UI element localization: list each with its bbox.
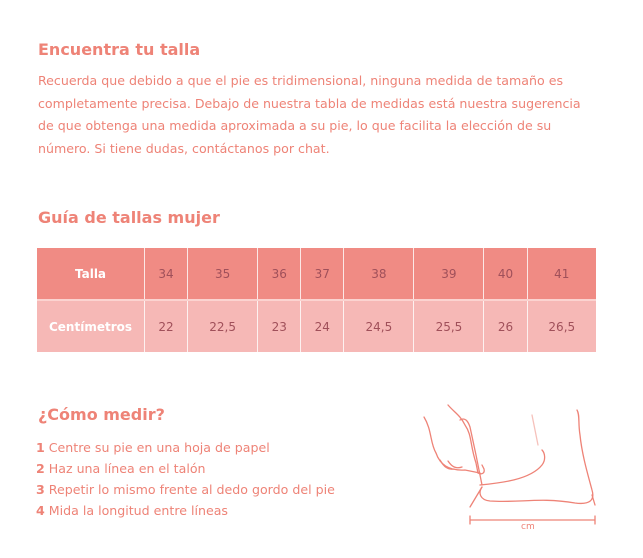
size-cell: 41 — [526, 248, 596, 301]
size-cell: 36 — [257, 248, 301, 301]
step-number: 1 — [36, 440, 45, 455]
pencil-icon — [459, 418, 483, 486]
cm-cell: 23 — [257, 300, 301, 352]
how-to-measure-title: ¿Cómo medir? — [38, 405, 165, 424]
find-size-title: Encuentra tu talla — [38, 40, 201, 59]
cm-cell: 24 — [300, 300, 344, 352]
steps-list: 1 Centre su pie en una hoja de papel 2 Haz… — [36, 440, 335, 524]
step-number: 3 — [36, 482, 45, 497]
size-cell: 35 — [187, 248, 258, 301]
measure-line — [469, 515, 596, 525]
intro-text: Recuerda que debido a que el pie es trid… — [38, 73, 581, 156]
step-text: Mida la longitud entre líneas — [48, 503, 228, 518]
size-cell: 38 — [343, 248, 414, 301]
size-cell: 39 — [413, 248, 484, 301]
row-label: Centímetros — [48, 319, 133, 334]
cm-label: cm — [521, 522, 535, 532]
cm-cell: 22 — [143, 300, 188, 352]
size-table: Talla 34 35 36 37 38 39 40 41 Centímetro… — [37, 248, 596, 352]
step-text: Haz una línea en el talón — [48, 461, 206, 476]
row-label: Talla — [37, 248, 145, 301]
hand-icon — [423, 416, 481, 474]
step-item: 1 Centre su pie en una hoja de papel — [36, 440, 335, 461]
size-cell: 40 — [483, 248, 528, 301]
size-row: Talla 34 35 36 37 38 39 40 41 — [37, 248, 596, 301]
cm-cell: 26 — [483, 300, 528, 352]
step-number: 4 — [36, 503, 45, 518]
size-cell: 34 — [143, 248, 188, 301]
size-guide-title: Guía de tallas mujer — [38, 208, 220, 227]
step-text: Repetir lo mismo frente al dedo gordo de… — [48, 482, 335, 497]
step-item: 4 Mida la longitud entre líneas — [36, 503, 335, 524]
cm-cell: 22,5 — [187, 300, 258, 352]
step-item: 3 Repetir lo mismo frente al dedo gordo d… — [36, 482, 335, 503]
step-number: 2 — [36, 461, 45, 476]
cm-cell: 24,5 — [343, 300, 414, 352]
cm-cell: 26,5 — [526, 300, 596, 352]
foot-icon — [479, 449, 546, 486]
foot-measure-illustration — [423, 404, 596, 525]
cm-row: Centímetros 22 22,5 23 24 24,5 25,5 26 2… — [37, 300, 596, 352]
cm-cell: 25,5 — [413, 300, 484, 352]
size-cell: 37 — [300, 248, 344, 301]
step-text: Centre su pie en una hoja de papel — [48, 440, 270, 455]
step-item: 2 Haz una línea en el talón — [36, 461, 335, 482]
